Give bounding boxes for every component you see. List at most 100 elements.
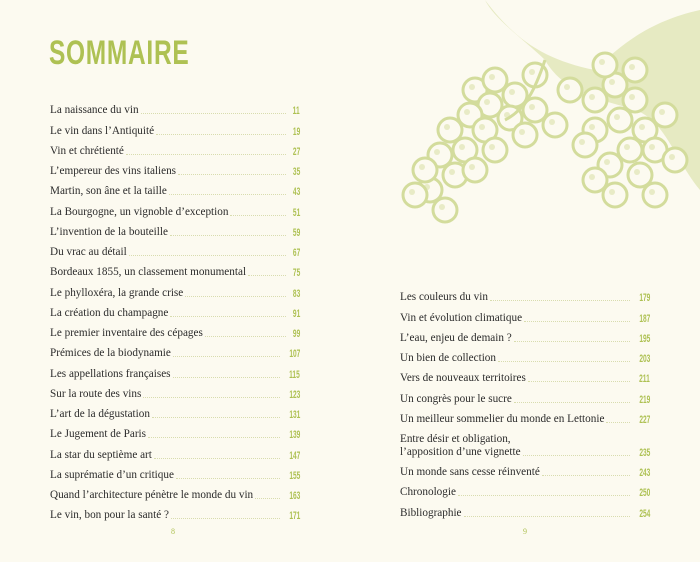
- grape: [621, 86, 649, 114]
- grape-highlight: [479, 124, 485, 130]
- grape-highlight: [464, 109, 470, 115]
- grape-highlight: [469, 164, 475, 170]
- grape: [601, 181, 629, 209]
- grape-highlight: [634, 169, 640, 175]
- toc-entry-page: 67: [292, 247, 300, 259]
- grape: [651, 101, 679, 129]
- grape-cluster-illustration: [401, 0, 700, 224]
- toc-entry-title: La star du septième art: [50, 448, 152, 461]
- toc-entry-page: 99: [292, 328, 300, 340]
- dot-leader: [248, 275, 286, 277]
- grape-highlight: [529, 104, 535, 110]
- toc-entry: L’empereur des vins italiens 35: [50, 158, 300, 178]
- toc-entry-title: La Bourgogne, un vignoble d’exception: [50, 205, 229, 218]
- dot-leader: [143, 396, 280, 398]
- grape-highlight: [509, 89, 515, 95]
- grape-highlight: [434, 149, 440, 155]
- dot-leader: [172, 356, 280, 358]
- dot-leader: [204, 336, 286, 337]
- dot-leader: [524, 320, 630, 322]
- toc-entry-title: Le vin, bon pour la santé ?: [50, 509, 169, 522]
- toc-entry-title: L’art de la dégustation: [50, 408, 150, 420]
- toc-entry: Prémices de la biodynamie 107: [50, 340, 300, 360]
- dot-leader: [178, 174, 286, 175]
- toc-entry: Chronologie 250: [400, 479, 650, 499]
- grape-highlight: [609, 189, 615, 195]
- grape-highlight: [469, 84, 475, 90]
- toc-entry-page: 27: [292, 145, 300, 158]
- toc-entry-title: La naissance du vin: [50, 104, 139, 117]
- toc-entry-page: 11: [293, 105, 300, 118]
- grape-highlight: [609, 79, 615, 85]
- grape-highlight: [589, 174, 595, 180]
- toc-entry: Martin, son âne et la taille 43: [50, 178, 300, 198]
- toc-entry: Le Jugement de Paris 139: [50, 421, 300, 441]
- toc-entry-page: 51: [292, 206, 300, 219]
- toc-entry-title: Vers de nouveaux territoires: [400, 372, 526, 385]
- dot-leader: [185, 295, 286, 297]
- toc-entry: Un congrès pour le sucre 219: [400, 385, 650, 406]
- stem: [504, 59, 547, 122]
- grape-highlight: [549, 119, 555, 125]
- grape: [626, 161, 654, 189]
- grape-highlight: [589, 124, 595, 130]
- grape: [411, 156, 439, 184]
- grape: [431, 196, 459, 224]
- toc-entry-title: Un monde sans cesse réinventé: [400, 466, 540, 478]
- dot-leader: [230, 214, 286, 216]
- toc-entry: L’invention de la bouteille 59: [50, 219, 300, 239]
- toc-entry-page: 83: [292, 287, 300, 300]
- grape: [606, 106, 634, 134]
- dot-leader: [522, 454, 630, 456]
- toc-entry-title: Le phylloxéra, la grande crise: [50, 286, 184, 299]
- grape: [401, 181, 429, 209]
- grape-highlight: [489, 74, 495, 80]
- grape-highlight: [624, 144, 630, 150]
- dot-leader: [498, 361, 630, 362]
- toc-entry-page: 219: [638, 393, 650, 406]
- grape: [481, 66, 509, 94]
- grape-highlight: [579, 139, 585, 145]
- grape-highlight: [649, 144, 655, 150]
- toc-entry-page: 235: [638, 446, 650, 459]
- grape: [621, 56, 649, 84]
- grape-highlight: [589, 94, 595, 100]
- toc-entry: L’art de la dégustation 131: [50, 401, 300, 421]
- grape: [581, 166, 609, 194]
- grape: [461, 156, 489, 184]
- grape-highlight: [604, 159, 610, 165]
- grape-highlight: [519, 129, 525, 135]
- toc-entry-page: 163: [288, 490, 300, 502]
- dot-leader: [168, 194, 286, 196]
- toc-entry-title: Du vrac au détail: [50, 246, 127, 258]
- dot-leader: [541, 475, 630, 476]
- toc-entry-title: Prémices de la biodynamie: [50, 347, 171, 360]
- toc-entry-page: 211: [639, 373, 650, 386]
- toc-entry-title: La suprématie d’un critique: [50, 468, 174, 481]
- grape: [541, 111, 569, 139]
- toc-entry-page: 91: [292, 307, 300, 320]
- page-number-left: 8: [171, 527, 175, 536]
- toc-entry-title: Quand l’architecture pénètre le monde du…: [50, 489, 254, 501]
- dot-leader: [170, 315, 286, 317]
- toc-entry: Un monde sans cesse réinventé 243: [400, 459, 650, 479]
- toc-entry-title: Vin et évolution climatique: [400, 311, 523, 324]
- dot-leader: [156, 133, 286, 135]
- grape: [511, 121, 539, 149]
- toc-entry: Bibliographie 254: [400, 499, 650, 520]
- toc-left: La naissance du vin 11 Le vin dans l’Antiq…: [50, 97, 300, 522]
- toc-entry-page: 19: [292, 125, 300, 138]
- toc-entry-title: Les appellations françaises: [50, 367, 171, 380]
- grape-highlight: [444, 124, 450, 130]
- toc-entry-page: 250: [638, 487, 650, 500]
- toc-entry-title: Les couleurs du vin: [400, 291, 488, 304]
- grape-highlight: [489, 144, 495, 150]
- dot-leader: [527, 381, 631, 383]
- toc-entry: Le vin, bon pour la santé ? 171: [50, 502, 300, 522]
- toc-entry: Vin et évolution climatique 187: [400, 304, 650, 325]
- toc-entry-page: 187: [638, 312, 650, 325]
- toc-entry: La star du septième art 147: [50, 441, 300, 462]
- toc-entry-page: 59: [292, 226, 300, 239]
- toc-entry-page: 115: [289, 368, 300, 381]
- grape: [556, 76, 584, 104]
